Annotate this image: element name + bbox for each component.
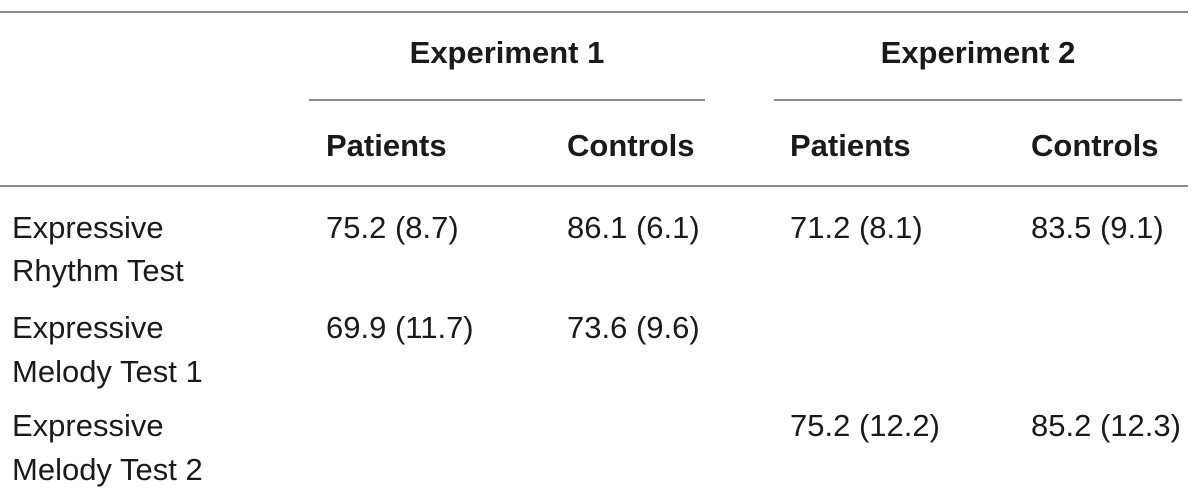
row-label-line1: Expressive: [12, 408, 164, 443]
header-rule: [0, 185, 1188, 187]
table-cell: 75.2 (8.7): [326, 210, 459, 245]
table-cell: 73.6 (9.6): [567, 310, 700, 345]
column-header-exp1-controls: Controls: [567, 128, 695, 163]
row-label-line2: Melody Test 1: [12, 354, 203, 389]
column-header-exp2-patients: Patients: [790, 128, 911, 163]
table-cell: 83.5 (9.1): [1031, 210, 1164, 245]
top-rule: [0, 11, 1188, 13]
column-header-exp2-controls: Controls: [1031, 128, 1159, 163]
experiment-2-rule: [774, 99, 1182, 101]
column-header-exp1-patients: Patients: [326, 128, 447, 163]
group-header-experiment-2: Experiment 2: [880, 35, 1076, 70]
table-cell: 86.1 (6.1): [567, 210, 700, 245]
table-cell: 75.2 (12.2): [790, 408, 940, 443]
experiment-1-rule: [309, 99, 705, 101]
row-label-line2: Rhythm Test: [12, 253, 184, 288]
row-label-line1: Expressive: [12, 210, 164, 245]
table-cell: 85.2 (12.3): [1031, 408, 1181, 443]
table-cell: 69.9 (11.7): [326, 310, 474, 345]
group-header-experiment-1: Experiment 1: [409, 35, 605, 70]
row-label-line2: Melody Test 2: [12, 452, 203, 487]
row-label-line1: Expressive: [12, 310, 164, 345]
table-cell: 71.2 (8.1): [790, 210, 923, 245]
